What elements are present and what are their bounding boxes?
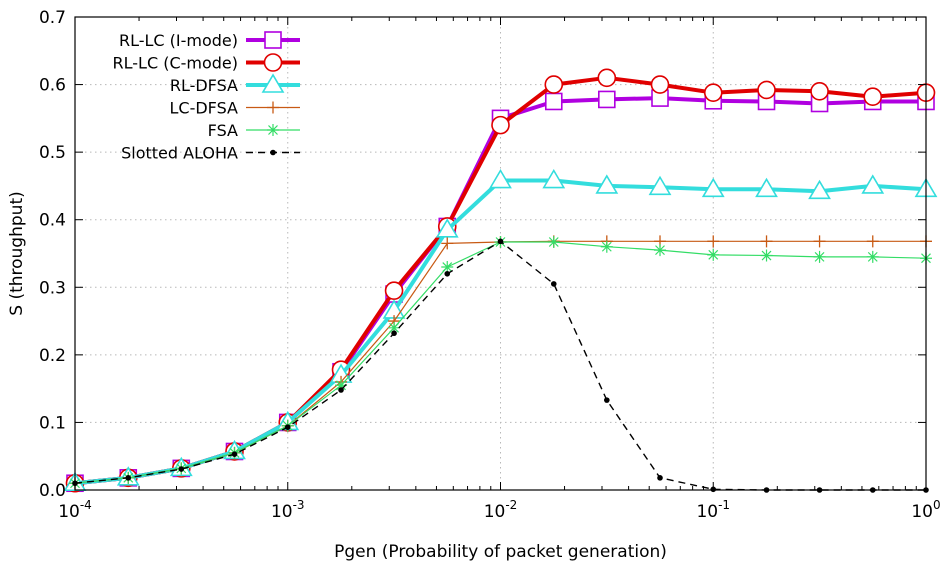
data-point	[808, 179, 831, 200]
data-point	[703, 83, 723, 102]
data-point	[441, 261, 454, 274]
y-tick-label: 0.7	[39, 8, 66, 28]
y-tick-label: 0.0	[39, 481, 66, 501]
data-point	[441, 237, 454, 250]
data-point	[650, 75, 670, 94]
data-point	[600, 240, 613, 253]
legend-entry-marker	[267, 101, 279, 114]
data-point	[550, 281, 557, 287]
x-tick-label: 10-3	[271, 498, 305, 522]
data-point	[657, 475, 663, 481]
data-point	[760, 249, 773, 262]
x-tick-label: 10-1	[696, 498, 730, 522]
data-point	[813, 250, 826, 263]
data-point	[595, 174, 619, 194]
series-slotted-aloha	[72, 238, 929, 493]
data-point	[497, 238, 504, 245]
data-point	[489, 168, 512, 189]
data-point	[542, 168, 566, 189]
legend-entry-marker	[263, 53, 283, 72]
data-point	[335, 379, 348, 392]
y-tick-label: 0.4	[39, 211, 66, 231]
data-point	[866, 250, 879, 263]
x-tick-label: 10-2	[484, 498, 518, 522]
y-tick-label: 0.5	[39, 143, 66, 163]
x-tick-label: 100	[911, 498, 940, 522]
data-point	[813, 235, 826, 248]
legend: RL-LC (I-mode) RL-LC (C-mode) RL-DFSA LC-DF…	[113, 31, 300, 163]
data-point	[125, 475, 132, 481]
data-point	[701, 177, 725, 198]
data-point	[707, 248, 720, 261]
data-point	[863, 87, 883, 107]
legend-entry-label: LC-DFSA	[170, 99, 239, 118]
data-point	[757, 80, 776, 100]
data-point	[491, 115, 510, 135]
legend-entry-marker	[270, 149, 276, 156]
data-point	[755, 177, 778, 198]
data-point	[284, 424, 291, 430]
data-point	[391, 330, 397, 337]
data-point	[866, 235, 879, 248]
data-point	[231, 451, 238, 457]
legend-entry-label: FSA	[208, 121, 238, 140]
data-point	[654, 244, 667, 257]
data-point	[604, 397, 610, 403]
data-point	[544, 75, 564, 94]
data-point	[810, 82, 829, 101]
series-layer	[63, 68, 938, 493]
data-point	[338, 387, 344, 393]
data-point	[598, 90, 616, 109]
y-axis-label: S (throughput)	[7, 191, 27, 316]
data-point	[861, 174, 885, 194]
data-point	[760, 235, 773, 248]
data-point	[435, 218, 459, 238]
data-point	[648, 175, 672, 196]
data-point	[444, 270, 451, 277]
y-tick-label: 0.3	[39, 278, 66, 298]
legend-entry-label: RL-LC (I-mode)	[119, 31, 238, 50]
y-tick-label: 0.1	[39, 413, 66, 433]
x-tick-label: 10-4	[58, 498, 92, 522]
y-tick-label: 0.6	[39, 76, 66, 96]
x-axis-label: Pgen (Probability of packet generation)	[334, 542, 667, 562]
y-tick-label: 0.2	[39, 346, 66, 366]
legend-entry-label: RL-DFSA	[170, 76, 238, 95]
data-point	[544, 92, 563, 111]
data-point	[707, 235, 720, 248]
legend-entry-marker	[267, 124, 279, 136]
legend-entry-label: Slotted ALOHA	[121, 144, 238, 163]
data-point	[388, 321, 401, 334]
data-point	[547, 236, 560, 249]
ticks: 0.0 0.1 0.2 0.3 0.4 0.5 0.6 0.7 10-4 10-3 10-2 10-1…	[39, 8, 941, 522]
legend-entry-marker	[261, 73, 285, 93]
legend-entry-marker	[264, 31, 282, 49]
data-point	[384, 281, 404, 300]
data-point	[178, 466, 185, 472]
legend-entry-label: RL-LC (C-mode)	[113, 54, 239, 73]
data-point	[597, 68, 617, 88]
